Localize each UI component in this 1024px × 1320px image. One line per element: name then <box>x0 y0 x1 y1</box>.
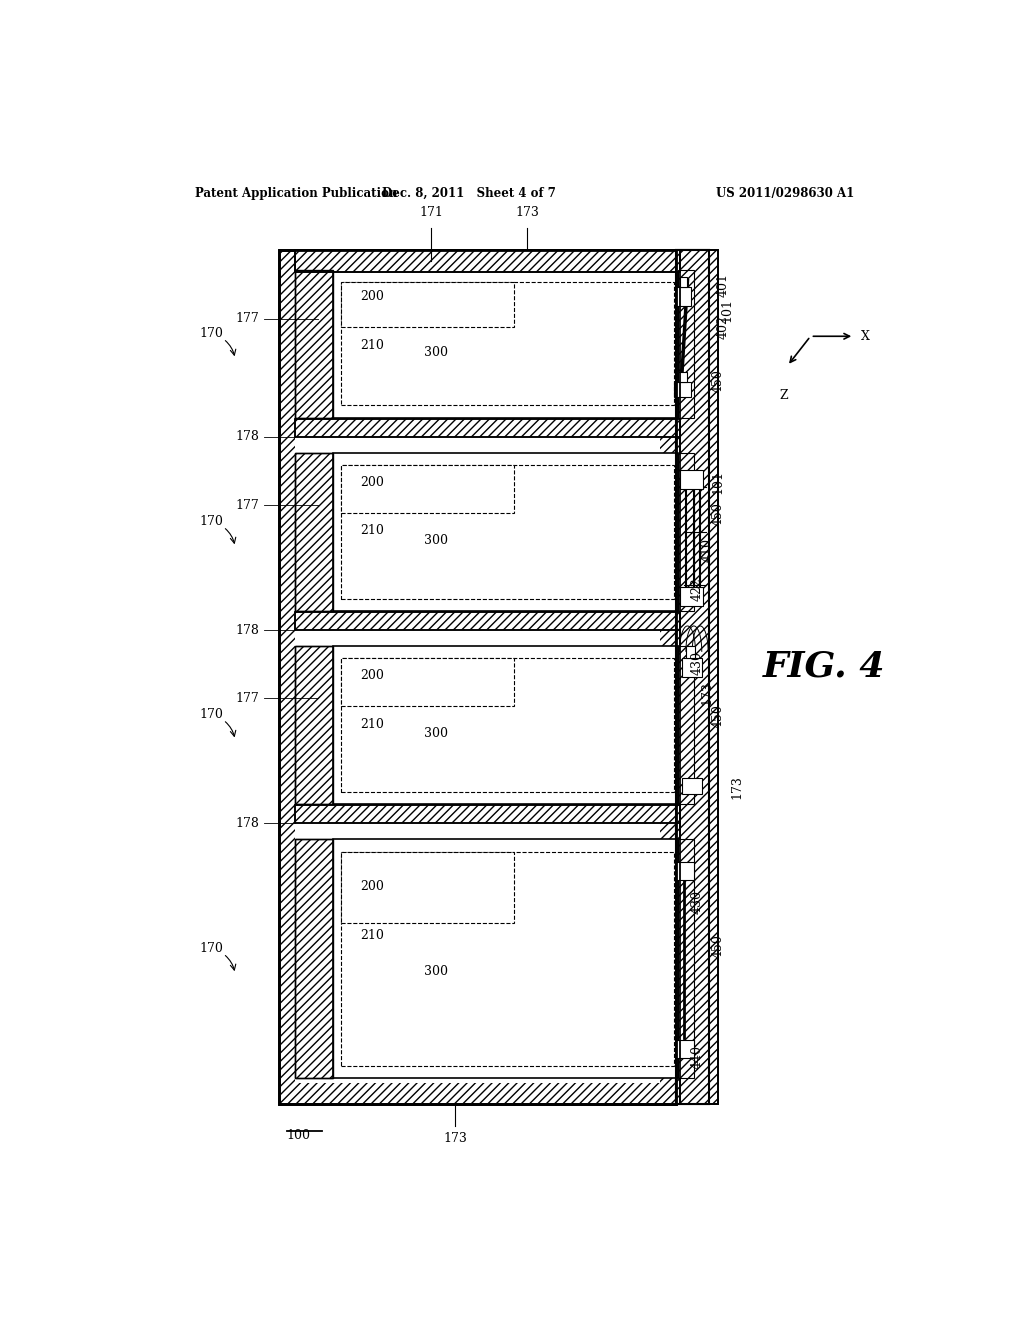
Bar <box>682 779 701 793</box>
Bar <box>295 647 333 804</box>
Bar <box>678 372 687 381</box>
Text: Z: Z <box>779 389 788 401</box>
Bar <box>341 282 514 326</box>
Bar <box>676 249 709 1104</box>
Bar <box>295 418 680 437</box>
Bar <box>341 851 674 1067</box>
Bar <box>295 840 333 1078</box>
Text: FIG. 4: FIG. 4 <box>763 649 886 684</box>
Text: 100: 100 <box>287 1129 310 1142</box>
Bar <box>295 840 333 1078</box>
Bar <box>341 282 674 405</box>
Text: 178: 178 <box>236 430 259 444</box>
Text: 173: 173 <box>700 681 714 705</box>
Text: 450: 450 <box>711 368 724 393</box>
Text: 101: 101 <box>711 470 724 494</box>
Bar <box>341 659 674 792</box>
Bar <box>680 587 703 606</box>
Bar <box>682 659 701 677</box>
Text: 177: 177 <box>236 499 259 512</box>
Bar <box>295 453 333 611</box>
Text: Dec. 8, 2011   Sheet 4 of 7: Dec. 8, 2011 Sheet 4 of 7 <box>382 187 556 199</box>
Bar <box>678 647 694 804</box>
Text: 450: 450 <box>711 502 724 527</box>
Text: 440: 440 <box>690 1045 703 1069</box>
Bar <box>295 647 333 804</box>
Bar <box>295 271 659 1084</box>
Bar <box>341 659 514 706</box>
Text: 200: 200 <box>360 879 384 892</box>
Text: 200: 200 <box>360 290 384 304</box>
Bar <box>686 647 695 659</box>
Bar <box>279 249 676 1104</box>
Text: 178: 178 <box>236 623 259 636</box>
Text: Patent Application Publication: Patent Application Publication <box>196 187 398 199</box>
Text: 171: 171 <box>419 206 443 219</box>
Text: 450: 450 <box>711 704 724 729</box>
Text: 300: 300 <box>424 535 447 548</box>
Bar <box>678 840 694 1078</box>
Text: 210: 210 <box>360 718 384 730</box>
Bar <box>678 453 694 611</box>
Bar <box>295 805 680 824</box>
Text: 430: 430 <box>690 890 703 913</box>
Text: 210: 210 <box>360 524 384 537</box>
Text: 170: 170 <box>200 709 223 721</box>
Text: 300: 300 <box>424 965 447 978</box>
Text: 101: 101 <box>721 298 733 322</box>
Bar <box>677 1040 694 1057</box>
Bar <box>674 381 691 397</box>
Bar <box>676 249 709 1104</box>
Bar <box>680 277 687 288</box>
Text: X: X <box>860 330 869 343</box>
Text: 401: 401 <box>717 273 730 297</box>
Text: 300: 300 <box>424 346 447 359</box>
Bar <box>678 271 694 417</box>
Bar <box>341 466 514 512</box>
Text: 173: 173 <box>515 206 540 219</box>
Text: 170: 170 <box>200 515 223 528</box>
Text: US 2011/0298630 A1: US 2011/0298630 A1 <box>716 187 854 199</box>
Text: 210: 210 <box>360 928 384 941</box>
Bar <box>295 611 680 630</box>
Text: 402: 402 <box>717 315 730 339</box>
Bar <box>295 249 680 272</box>
Bar <box>680 249 718 1104</box>
Bar <box>279 249 676 1104</box>
Bar <box>333 647 678 804</box>
Bar <box>295 249 680 272</box>
Bar <box>341 466 674 598</box>
Text: 450: 450 <box>711 935 724 958</box>
Text: 200: 200 <box>360 475 384 488</box>
Text: 173: 173 <box>443 1131 467 1144</box>
Bar <box>333 453 678 611</box>
Text: 178: 178 <box>236 817 259 830</box>
Bar <box>676 288 691 306</box>
Text: 177: 177 <box>236 313 259 325</box>
Text: 422: 422 <box>690 577 703 601</box>
Bar <box>333 840 678 1078</box>
Text: 200: 200 <box>360 669 384 681</box>
Bar <box>295 271 333 417</box>
Bar <box>680 470 703 488</box>
Text: 210: 210 <box>360 339 384 352</box>
Text: 170: 170 <box>200 327 223 341</box>
Text: 300: 300 <box>424 727 447 741</box>
Text: 173: 173 <box>730 775 743 799</box>
Bar <box>295 611 680 630</box>
Bar <box>333 271 678 417</box>
Bar <box>295 271 333 417</box>
Bar <box>295 418 680 437</box>
Bar <box>680 249 718 1104</box>
Bar <box>341 851 514 923</box>
Text: 410: 410 <box>700 537 714 562</box>
Bar <box>295 805 680 824</box>
Text: 177: 177 <box>236 692 259 705</box>
Text: 170: 170 <box>200 942 223 956</box>
Bar <box>295 453 333 611</box>
Text: 430: 430 <box>690 651 703 675</box>
Bar <box>677 862 694 880</box>
